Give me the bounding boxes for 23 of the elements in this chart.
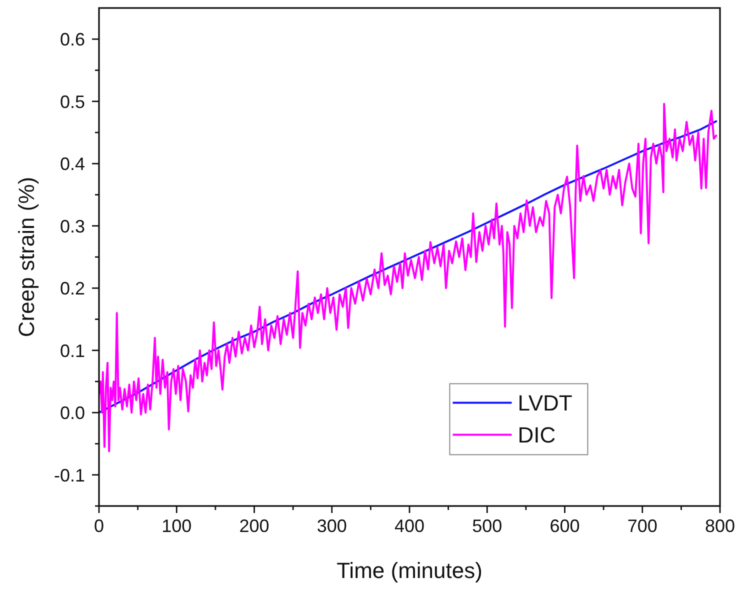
x-axis-title: Time (minutes) [336,558,482,583]
y-tick-label: 0.4 [60,154,85,174]
legend-label: LVDT [518,390,572,416]
y-tick-label: 0.6 [60,30,85,50]
line-series [99,102,718,452]
x-tick-label: 700 [627,516,658,536]
y-tick-label: 0.0 [60,403,85,424]
line-series [99,120,718,414]
y-tick-label: 0.3 [60,216,85,236]
y-tick-label: 0.5 [60,92,85,112]
x-tick-label: 100 [162,516,192,536]
x-tick-label: 500 [472,516,502,536]
y-tick-label: -0.1 [54,465,85,486]
x-tick-label: 300 [316,516,347,536]
x-tick-label: 200 [239,516,270,536]
x-tick-label: 400 [394,516,425,536]
x-tick-label: 600 [550,516,580,536]
y-tick-label: 0.2 [60,278,85,299]
x-tick-label: 0 [94,516,104,536]
x-tick-label: 800 [704,516,736,536]
legend-label: DIC [518,422,556,448]
y-axis-title: Creep strain (%) [14,176,39,338]
y-tick-label: 0.1 [60,340,85,361]
